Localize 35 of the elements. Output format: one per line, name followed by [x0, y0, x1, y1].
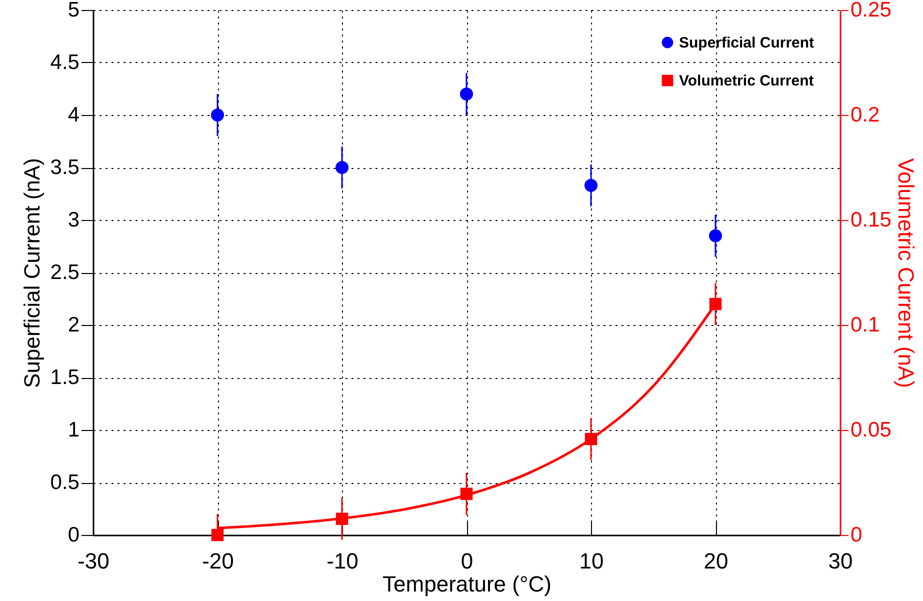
point [211, 528, 224, 542]
y-tick-label: 0.5 [50, 471, 80, 494]
point [210, 108, 224, 122]
point [335, 160, 349, 174]
legend-label: Volumetric Current [679, 72, 814, 90]
y2-tick-label: 0 [850, 524, 862, 546]
legend-label: Superficial Current [679, 34, 814, 52]
y-tick-label: 2 [68, 314, 80, 336]
x-tick-label: -10 [326, 548, 358, 574]
x-tick-label: 0 [460, 548, 474, 574]
x-tick-label: 10 [579, 548, 604, 574]
y-tick-label: 4 [68, 104, 80, 126]
x-axis-title: Temperature (°C) [382, 572, 552, 596]
y-tick-label: 5 [68, 0, 80, 22]
y-tick-label: 3.5 [50, 156, 80, 179]
y2-tick-label: 0.15 [850, 208, 892, 232]
y-tick-label: 1.5 [50, 366, 80, 389]
y2-axis-title: Volumetric Current (nA) [893, 158, 918, 388]
x-tick-label: -20 [202, 548, 234, 574]
point [708, 229, 722, 242]
y-axis-title: Superficial Current (nA) [19, 158, 44, 388]
y2-tick-label: 0.25 [850, 0, 892, 22]
x-tick-label: 30 [828, 548, 853, 574]
y-tick-label: 1 [68, 418, 80, 442]
y2-tick-label: 0.05 [850, 418, 892, 442]
y2-tick-label: 0.1 [850, 314, 880, 336]
y-tick-label: 3 [68, 208, 80, 232]
x-tick-label: 20 [704, 548, 728, 574]
x-tick-label: -30 [78, 548, 110, 574]
point [584, 178, 598, 192]
y-tick-label: 0 [68, 524, 80, 546]
point [460, 87, 474, 101]
y-tick-label: 2.5 [50, 261, 80, 284]
y2-tick-label: 0.2 [850, 104, 880, 126]
y-tick-label: 4.5 [50, 51, 80, 74]
